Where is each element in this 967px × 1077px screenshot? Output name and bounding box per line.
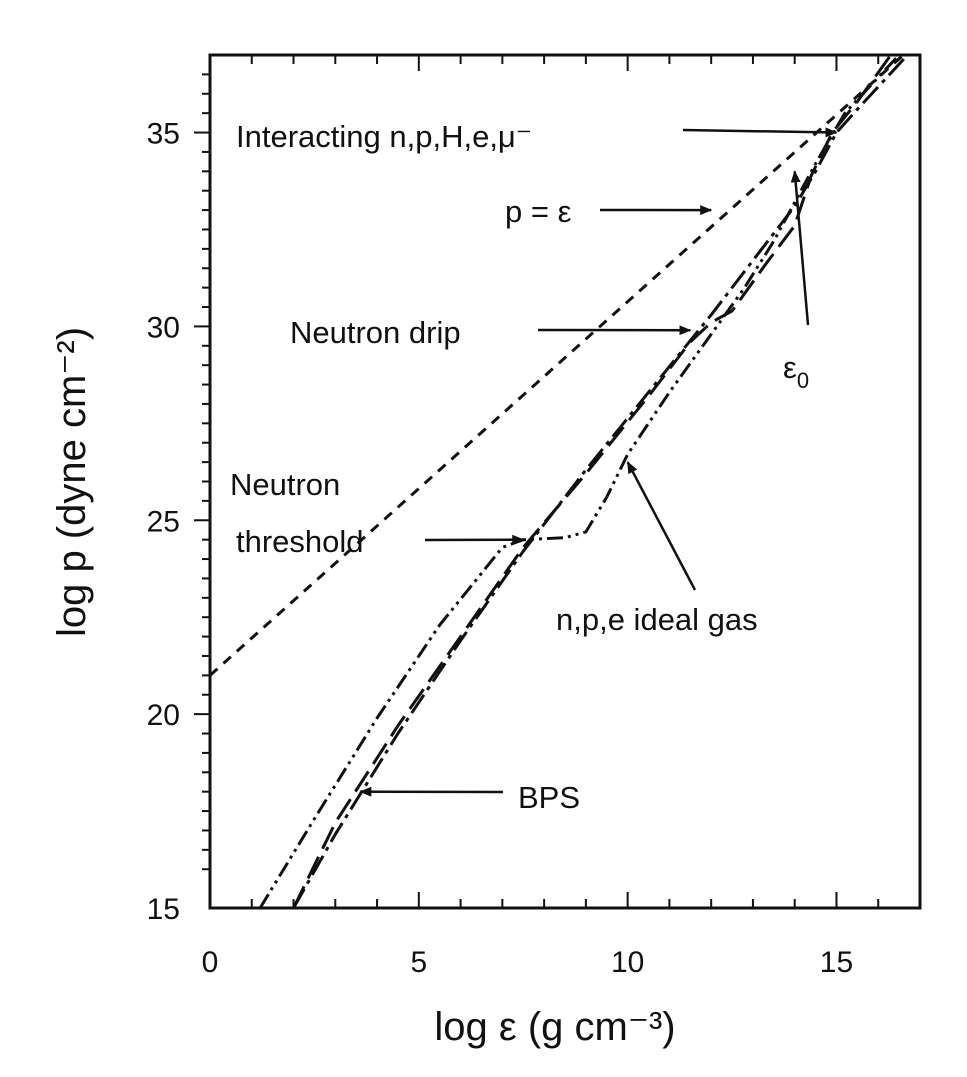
annotation-3: Neutron drip	[290, 315, 692, 350]
y-tick-label: 25	[147, 505, 180, 538]
annotation-label: ε0	[783, 350, 809, 393]
x-tick-label: 15	[820, 946, 853, 979]
annotation-6: n,p,e ideal gas	[556, 461, 758, 637]
annotation-arrow	[682, 127, 838, 138]
annotation-arrow	[790, 170, 810, 326]
x-tick-label: 10	[611, 946, 644, 979]
annotation-arrow	[626, 461, 697, 591]
y-axis-label: log p (dyne cm⁻²)	[50, 327, 94, 637]
series-line-2	[258, 53, 901, 909]
annotation-subscript: 0	[797, 368, 809, 393]
y-tick-label: 15	[147, 893, 180, 926]
series-layer	[208, 53, 909, 909]
annotations: Interacting n,p,H,e,μ⁻ p = ε Neutron drip ε…	[230, 119, 838, 815]
annotation-label: BPS	[518, 780, 580, 815]
plot-frame	[208, 53, 922, 910]
annotation-7: BPS	[359, 780, 580, 815]
y-tick-label: 20	[147, 699, 180, 732]
annotation-line-1: Neutron	[230, 467, 340, 502]
y-tick-label: 30	[147, 311, 180, 344]
series-line-1	[208, 53, 905, 677]
annotation-2: p = ε	[505, 194, 713, 229]
series-line-3	[292, 54, 893, 909]
annotation-label: p = ε	[505, 194, 572, 229]
tick-labels: 0 5 10 15 15 20 25 30 35	[147, 118, 854, 979]
y-tick-label: 35	[147, 118, 180, 151]
annotation-label: Interacting n,p,H,e,μ⁻	[236, 119, 532, 154]
annotation-label: n,p,e ideal gas	[556, 602, 758, 637]
x-tick-label: 0	[202, 946, 219, 979]
x-axis-label: log ε (g cm⁻³)	[434, 1005, 675, 1049]
x-tick-label: 5	[410, 946, 427, 979]
series-line-4	[292, 53, 909, 909]
annotation-5: Neutron threshold	[230, 467, 525, 559]
annotation-line-2: threshold	[236, 524, 364, 559]
annotation-1: Interacting n,p,H,e,μ⁻	[236, 119, 838, 154]
annotation-label: Neutron drip	[290, 315, 461, 350]
annotation-label: Neutron threshold	[230, 467, 364, 559]
